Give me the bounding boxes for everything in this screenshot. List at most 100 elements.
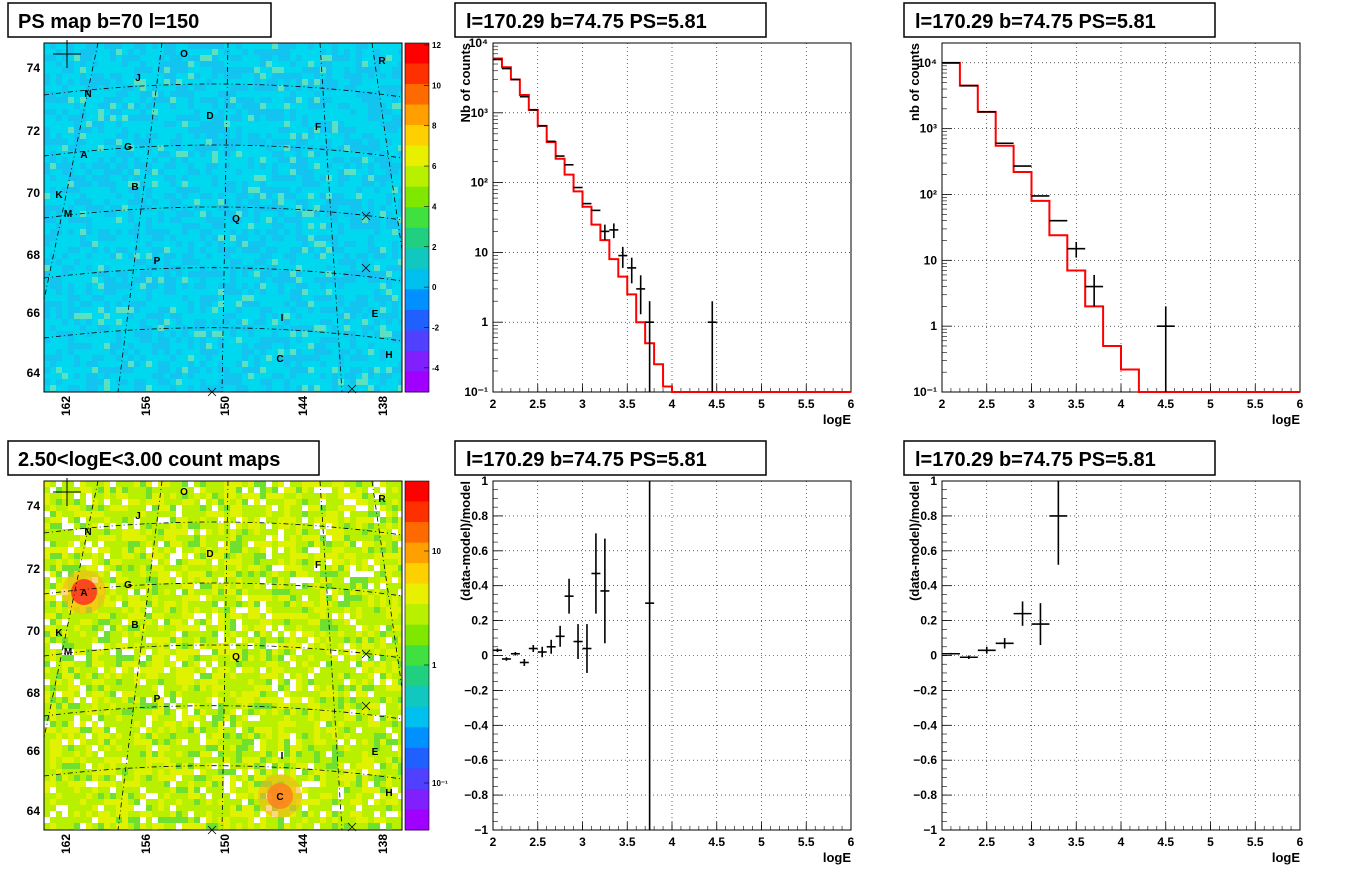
map-pixel [110, 385, 116, 391]
map-pixel [314, 253, 320, 259]
map-pixel [140, 499, 146, 505]
map-pixel [296, 55, 302, 61]
map-pixel [164, 487, 170, 493]
map-pixel [296, 343, 302, 349]
map-pixel [152, 175, 158, 181]
map-pixel [224, 43, 230, 49]
map-pixel [368, 211, 374, 217]
map-pixel [152, 199, 158, 205]
map-pixel [290, 67, 296, 73]
map-pixel [200, 523, 206, 529]
map-pixel [116, 55, 122, 61]
map-pixel [206, 355, 212, 361]
map-pixel [224, 361, 230, 367]
map-pixel [128, 169, 134, 175]
map-pixel [380, 583, 386, 589]
map-pixel [350, 43, 356, 49]
map-pixel [68, 385, 74, 391]
map-pixel [218, 115, 224, 121]
map-pixel [122, 343, 128, 349]
map-pixel [356, 313, 362, 319]
map-pixel [320, 505, 326, 511]
map-pixel [284, 163, 290, 169]
map-pixel [224, 277, 230, 283]
map-pixel [314, 61, 320, 67]
map-pixel [368, 541, 374, 547]
map-pixel [80, 265, 86, 271]
map-pixel [194, 601, 200, 607]
map-pixel [218, 511, 224, 517]
map-pixel [74, 385, 80, 391]
map-pixel [92, 553, 98, 559]
map-pixel [302, 289, 308, 295]
map-pixel [314, 283, 320, 289]
map-pixel [230, 499, 236, 505]
x-marker [361, 211, 371, 221]
map-pixel [152, 259, 158, 265]
map-pixel [134, 199, 140, 205]
map-pixel [320, 499, 326, 505]
map-pixel [302, 559, 308, 565]
map-pixel [236, 337, 242, 343]
map-pixel [56, 613, 62, 619]
map-pixel [290, 289, 296, 295]
map-pixel [44, 229, 50, 235]
map-pixel [278, 157, 284, 163]
map-pixel [176, 127, 182, 133]
map-pixel [308, 517, 314, 523]
map-pixel [266, 331, 272, 337]
map-pixel [248, 61, 254, 67]
map-pixel [392, 493, 398, 499]
map-pixel [230, 355, 236, 361]
source-label: J [135, 73, 141, 84]
map-pixel [50, 277, 56, 283]
map-pixel [278, 613, 284, 619]
map-pixel [374, 283, 380, 289]
map-pixel [98, 331, 104, 337]
map-pixel [86, 547, 92, 553]
map-pixel [212, 229, 218, 235]
map-pixel [380, 103, 386, 109]
map-pixel [188, 211, 194, 217]
map-pixel [194, 145, 200, 151]
map-pixel [248, 313, 254, 319]
map-pixel [188, 493, 194, 499]
map-pixel [272, 223, 278, 229]
map-pixel [248, 259, 254, 265]
map-pixel [86, 367, 92, 373]
map-pixel [146, 379, 152, 385]
map-pixel [356, 553, 362, 559]
map-pixel [278, 601, 284, 607]
map-pixel [284, 361, 290, 367]
map-pixel [236, 73, 242, 79]
map-pixel [308, 151, 314, 157]
map-pixel [380, 67, 386, 73]
map-pixel [380, 595, 386, 601]
map-pixel [242, 157, 248, 163]
map-pixel [98, 181, 104, 187]
map-pixel [398, 337, 402, 343]
map-pixel [164, 55, 170, 61]
map-pixel [350, 301, 356, 307]
map-pixel [350, 523, 356, 529]
map-pixel [236, 487, 242, 493]
map-pixel [350, 157, 356, 163]
map-pixel [134, 277, 140, 283]
map-pixel [368, 289, 374, 295]
map-pixel [302, 85, 308, 91]
map-pixel [164, 175, 170, 181]
map-pixel [80, 55, 86, 61]
map-pixel [158, 343, 164, 349]
map-pixel [68, 73, 74, 79]
map-pixel [170, 595, 176, 601]
map-pixel [98, 283, 104, 289]
map-pixel [86, 97, 92, 103]
map-pixel [170, 247, 176, 253]
map-pixel [182, 349, 188, 355]
map-pixel [158, 241, 164, 247]
map-pixel [206, 481, 212, 487]
map-pixel [320, 367, 326, 373]
map-pixel [362, 193, 368, 199]
map-pixel [368, 79, 374, 85]
map-pixel [332, 43, 338, 49]
